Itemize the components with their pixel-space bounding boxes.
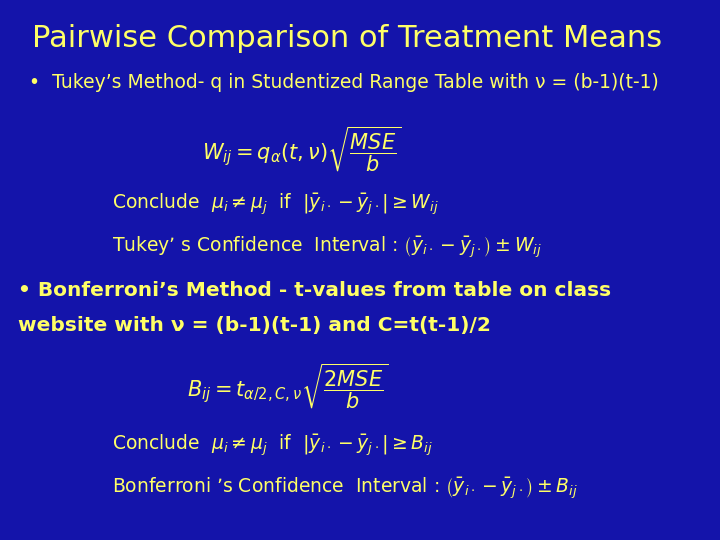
Text: Conclude  $\mu_i \neq \mu_j$  if  $\left|\bar{y}_{i\cdot} - \bar{y}_{j\cdot}\rig: Conclude $\mu_i \neq \mu_j$ if $\left|\b… <box>112 192 438 217</box>
Text: website with ν = (b-1)(t-1) and C=t(t-1)/2: website with ν = (b-1)(t-1) and C=t(t-1)… <box>18 316 491 335</box>
Text: •  Tukey’s Method- q in Studentized Range Table with ν = (b-1)(t-1): • Tukey’s Method- q in Studentized Range… <box>29 73 659 92</box>
Text: $B_{ij} = t_{\alpha/2,C,\nu}\sqrt{\dfrac{2MSE}{b}}$: $B_{ij} = t_{\alpha/2,C,\nu}\sqrt{\dfrac… <box>187 362 389 411</box>
Text: $W_{ij} = q_{\alpha}(t,\nu)\sqrt{\dfrac{MSE}{b}}$: $W_{ij} = q_{\alpha}(t,\nu)\sqrt{\dfrac{… <box>202 124 401 173</box>
Text: Pairwise Comparison of Treatment Means: Pairwise Comparison of Treatment Means <box>32 24 662 53</box>
Text: Conclude  $\mu_i \neq \mu_j$  if  $\left|\bar{y}_{i\cdot} - \bar{y}_{j\cdot}\rig: Conclude $\mu_i \neq \mu_j$ if $\left|\b… <box>112 432 433 457</box>
Text: Bonferroni ’s Confidence  Interval : $\left(\bar{y}_{i\cdot} - \bar{y}_{j\cdot}\: Bonferroni ’s Confidence Interval : $\le… <box>112 475 577 501</box>
Text: • Bonferroni’s Method - t-values from table on class: • Bonferroni’s Method - t-values from ta… <box>18 281 611 300</box>
Text: Tukey’ s Confidence  Interval : $\left(\bar{y}_{i\cdot} - \bar{y}_{j\cdot}\right: Tukey’ s Confidence Interval : $\left(\b… <box>112 235 541 260</box>
